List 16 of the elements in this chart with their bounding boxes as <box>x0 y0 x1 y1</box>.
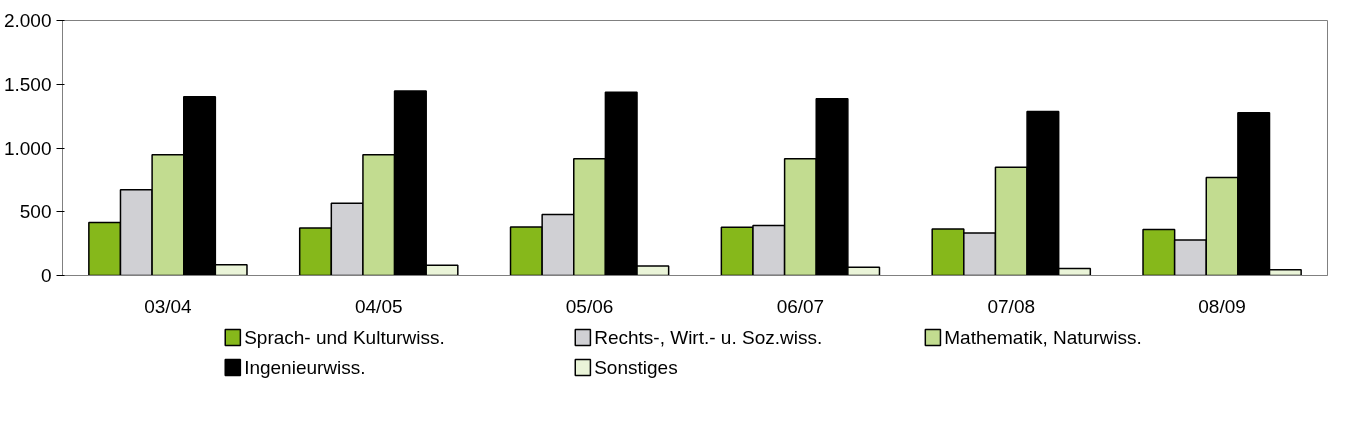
x-tick-label: 07/08 <box>987 295 1036 317</box>
legend-label: Sprach- und Kulturwiss. <box>244 327 445 348</box>
y-tick-label: 0 <box>40 265 52 286</box>
y-tick-label: 2.000 <box>3 10 52 31</box>
x-tick-label: 03/04 <box>144 295 193 317</box>
legend-label: Mathematik, Naturwiss. <box>944 327 1142 348</box>
legend-label: Rechts-, Wirt.- u. Soz.wiss. <box>594 327 823 348</box>
y-tick-label: 1.500 <box>3 73 52 95</box>
legend-label: Ingenieurwiss. <box>244 357 366 378</box>
x-tick-label: 05/06 <box>565 295 614 317</box>
y-tick-label: 500 <box>19 201 52 223</box>
legend-label: Sonstiges <box>594 357 678 378</box>
x-tick-label: 08/09 <box>1198 295 1246 317</box>
y-tick-label: 1.000 <box>3 137 52 159</box>
x-tick-label: 06/07 <box>776 295 825 317</box>
x-tick-label: 04/05 <box>354 295 403 317</box>
